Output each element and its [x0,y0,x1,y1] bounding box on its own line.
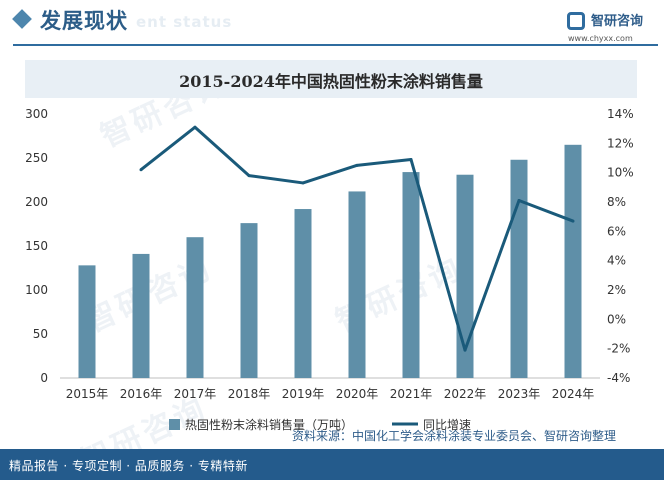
chart-canvas: 0 50 100 150 200 250 300 -4% -2% 0% 2% 4% 6% 8% 10% 12%… [25,107,634,432]
y-left-tick-label: 250 [25,151,48,165]
bar [348,191,366,378]
footer-text: 精品报告 · 专项定制 · 品质服务 · 专精特新 [9,459,248,473]
y-right-tick-label: -4% [607,371,630,385]
growth-point [409,157,413,161]
growth-point [517,199,521,203]
y-left-tick-label: 50 [33,327,48,341]
y-left-tick-label: 300 [25,107,48,121]
legend-bar-swatch [169,419,180,430]
y-left-tick-label: 0 [40,371,48,385]
x-tick-label: 2023年 [498,387,541,401]
y-left-tick-label: 100 [25,283,48,297]
bar [294,209,312,378]
legend-bar-label: 热固性粉末涂料销售量（万吨） [185,417,353,432]
growth-point [301,181,305,185]
bar [240,223,258,378]
y-right-tick-label: 6% [607,224,626,238]
x-tick-label: 2022年 [444,387,487,401]
growth-point [571,219,575,223]
legend-line-label: 同比增速 [423,418,471,432]
x-tick-label: 2017年 [174,387,217,401]
x-tick-label: 2024年 [552,387,595,401]
x-tick-label: 2015年 [66,387,109,401]
logo-icon [567,12,585,30]
x-tick-label: 2018年 [228,387,271,401]
bar [510,159,528,378]
source-note: 资料来源：中国化工学会涂料涂装专业委员会、智研咨询整理 [292,429,617,443]
logo-name: 智研咨询 [591,14,644,29]
y-right-tick-label: 4% [607,254,626,268]
header-divider [13,44,658,46]
chart-title: 2015-2024年中国热固性粉末涂料销售量 [179,72,483,91]
y-right-tick-label: 0% [607,312,626,326]
growth-point [193,125,197,129]
chart-title-band: 2015-2024年中国热固性粉末涂料销售量 [25,60,637,98]
y-right-tick-label: -2% [607,342,630,356]
y-right-tick-label: 2% [607,283,626,297]
x-tick-label: 2021年 [390,387,433,401]
growth-point [247,174,251,178]
footer-bar: 精品报告 · 专项定制 · 品质服务 · 专精特新 [0,449,664,480]
y-left-tick-label: 200 [25,195,48,209]
y-right-tick-label: 8% [607,195,626,209]
bar [78,265,96,378]
logo-url: www.chyxx.com [568,34,633,43]
bar [456,174,474,378]
x-tick-label: 2019年 [282,387,325,401]
x-tick-label: 2016年 [120,387,163,401]
growth-point [355,163,359,167]
bar [186,237,204,378]
y-right-tick-label: 10% [607,166,634,180]
y-right-tick-label: 12% [607,136,634,150]
header-title: 发展现状 [40,9,128,33]
bar [564,144,582,378]
y-left-tick-label: 150 [25,239,48,253]
header: ent status 发展现状 智研咨询 www.chyxx.com [0,0,664,46]
y-right-tick-label: 14% [607,107,634,121]
growth-point [463,348,467,352]
x-tick-label: 2020年 [336,387,379,401]
bar [132,253,150,378]
header-subtitle: ent status [136,13,233,31]
growth-point [139,168,143,172]
bar [402,172,420,378]
